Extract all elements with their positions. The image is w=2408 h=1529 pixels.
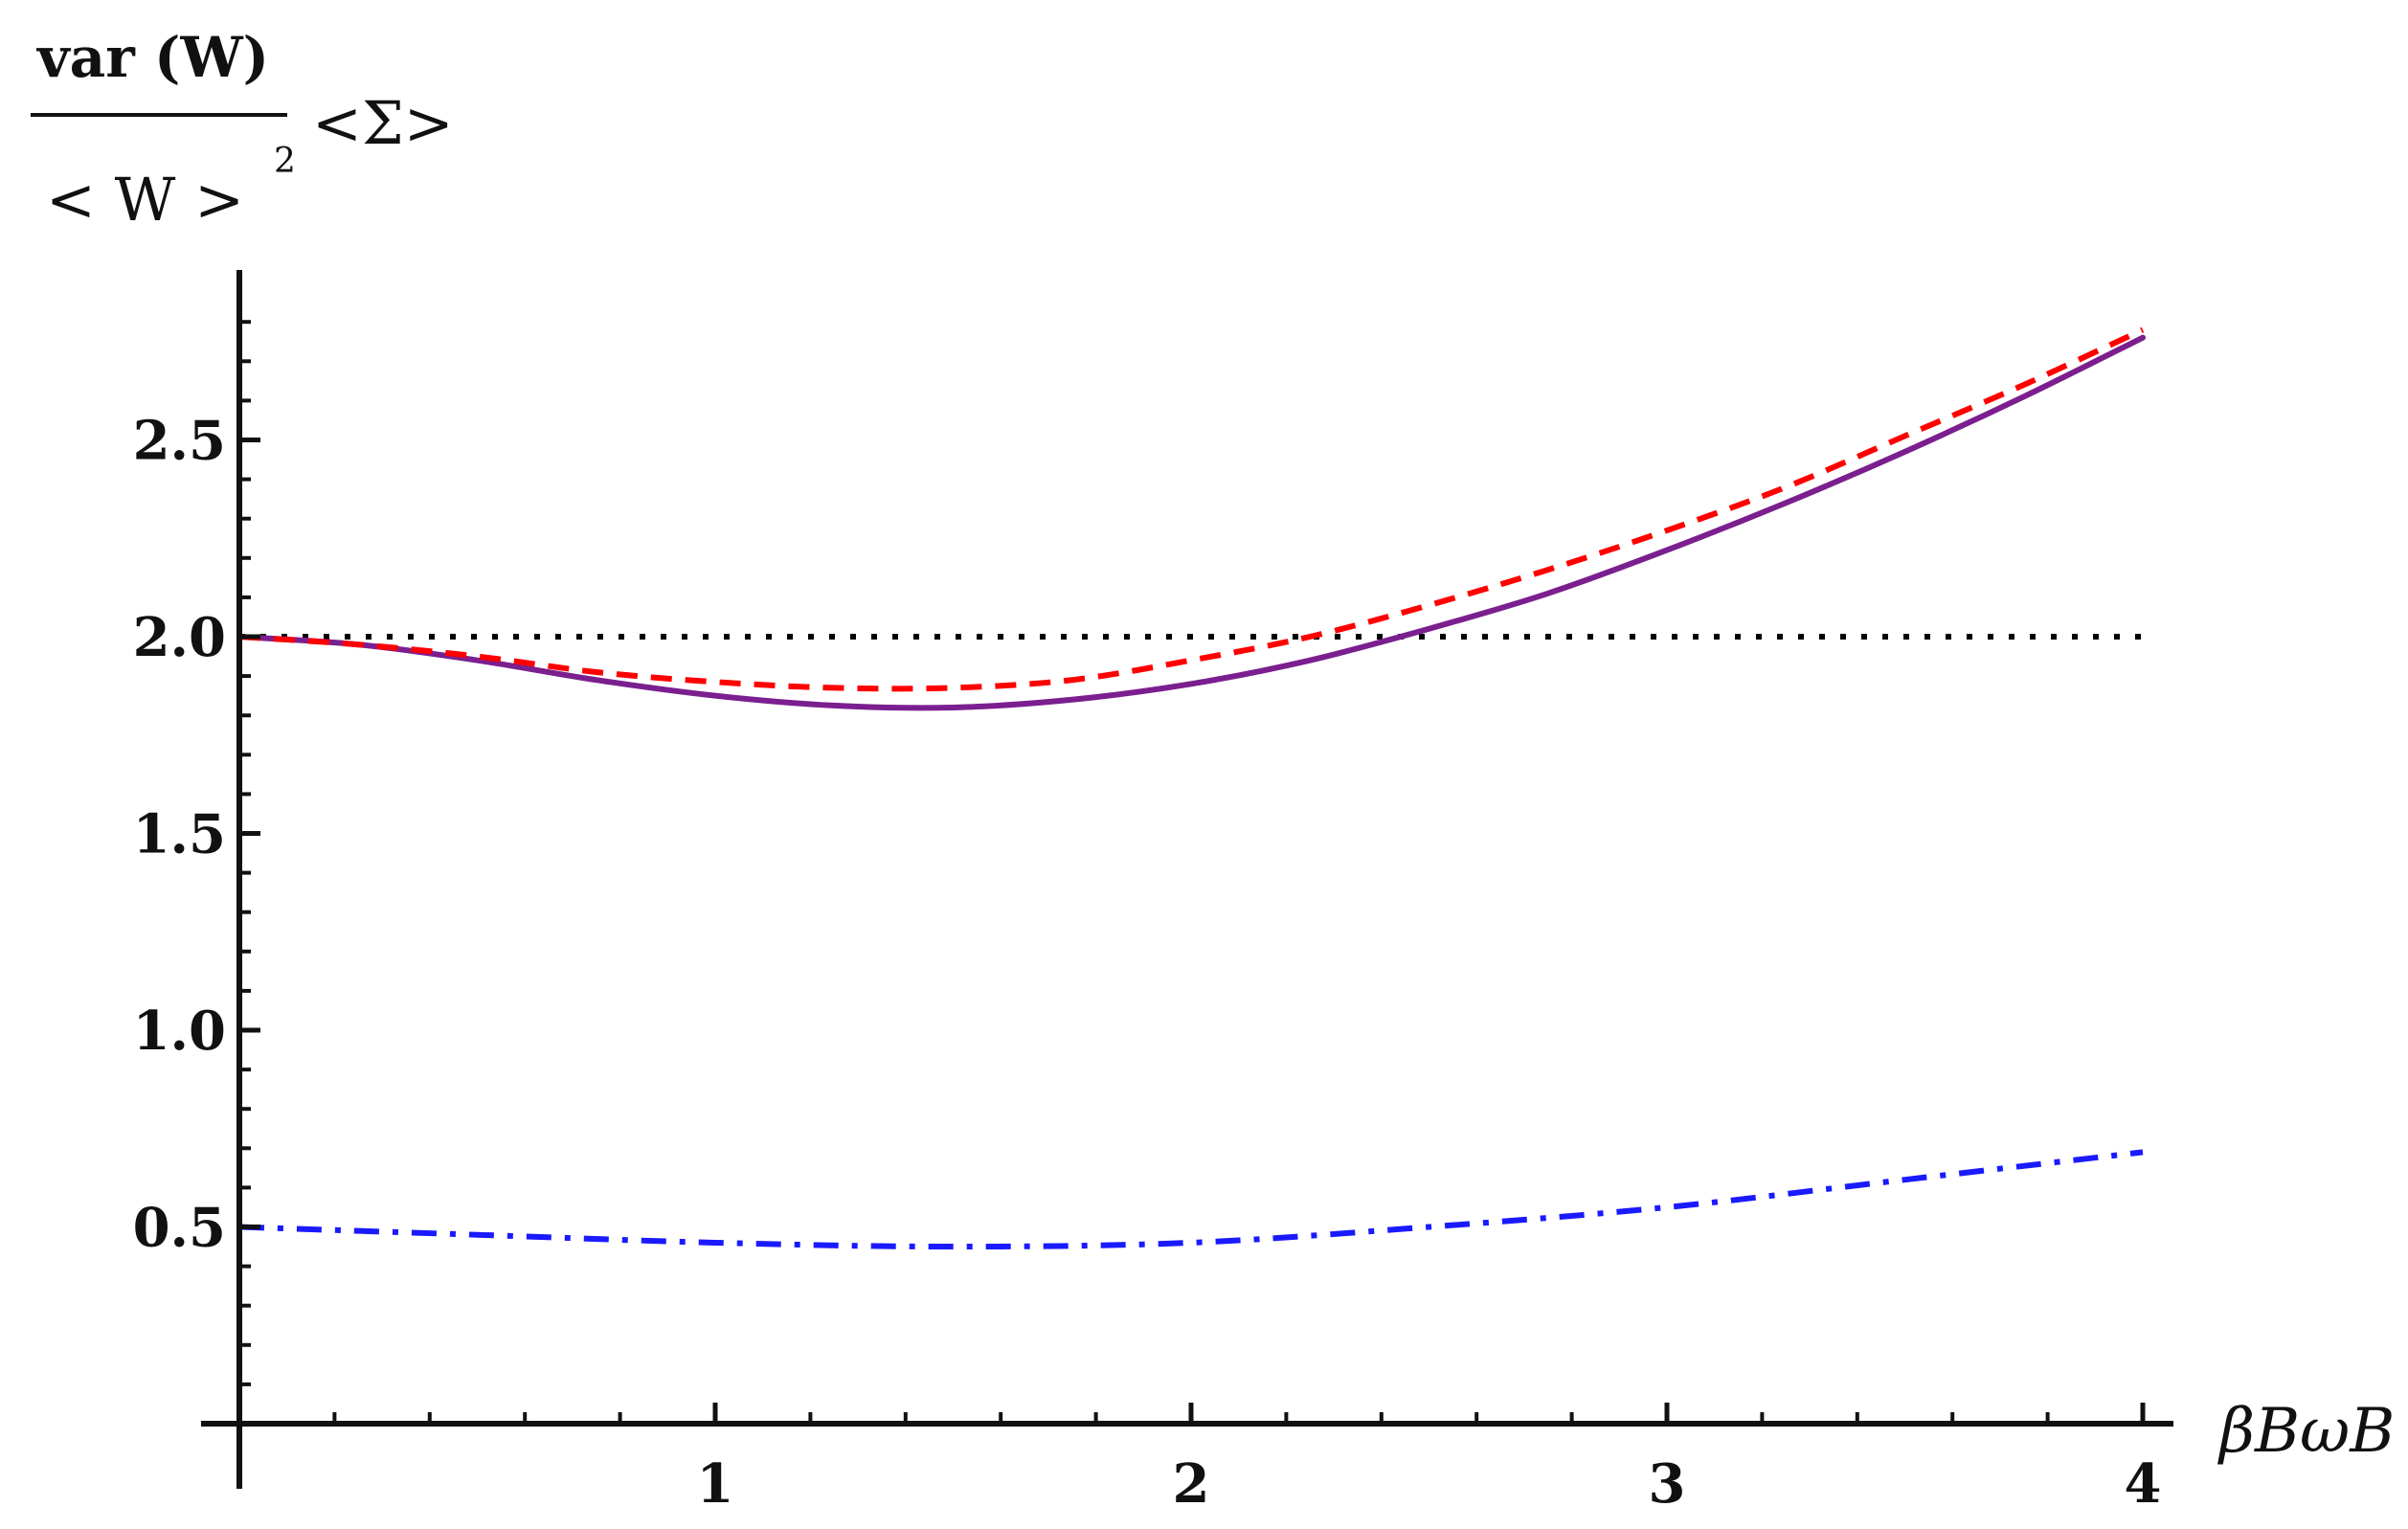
axes-layer	[201, 270, 2173, 1489]
x-axis-label: βBωB	[2217, 1396, 2395, 1467]
y-label-denominator-superscript: 2	[274, 142, 296, 181]
y-tick-label: 1.0	[133, 1000, 226, 1063]
y-tick-label: 0.5	[133, 1197, 226, 1260]
x-tick-label: 3	[1649, 1452, 1686, 1516]
y-label-suffix: <Σ>	[312, 88, 454, 158]
x-tick-label: 2	[1173, 1452, 1210, 1516]
y-label-denominator: < W >	[46, 165, 244, 235]
series-line-dashdot	[238, 1149, 2144, 1250]
y-tick-label: 2.0	[133, 606, 226, 669]
series-line-solid	[236, 334, 2146, 711]
y-tick-label: 1.5	[133, 803, 226, 866]
x-tick-label: 4	[2125, 1452, 2162, 1516]
series-layer	[236, 326, 2146, 1250]
y-label-numerator: var (W)	[35, 25, 269, 90]
x-tick-label: 1	[697, 1452, 734, 1516]
y-axis-label: var (W) < W > 2 <Σ>	[31, 25, 454, 235]
ticks-layer: 1 2 3 4 0.5 1.0 1.5 2.0 2.5	[133, 320, 2162, 1516]
series-line-dashed	[238, 326, 2145, 692]
y-tick-label: 2.5	[133, 410, 226, 473]
